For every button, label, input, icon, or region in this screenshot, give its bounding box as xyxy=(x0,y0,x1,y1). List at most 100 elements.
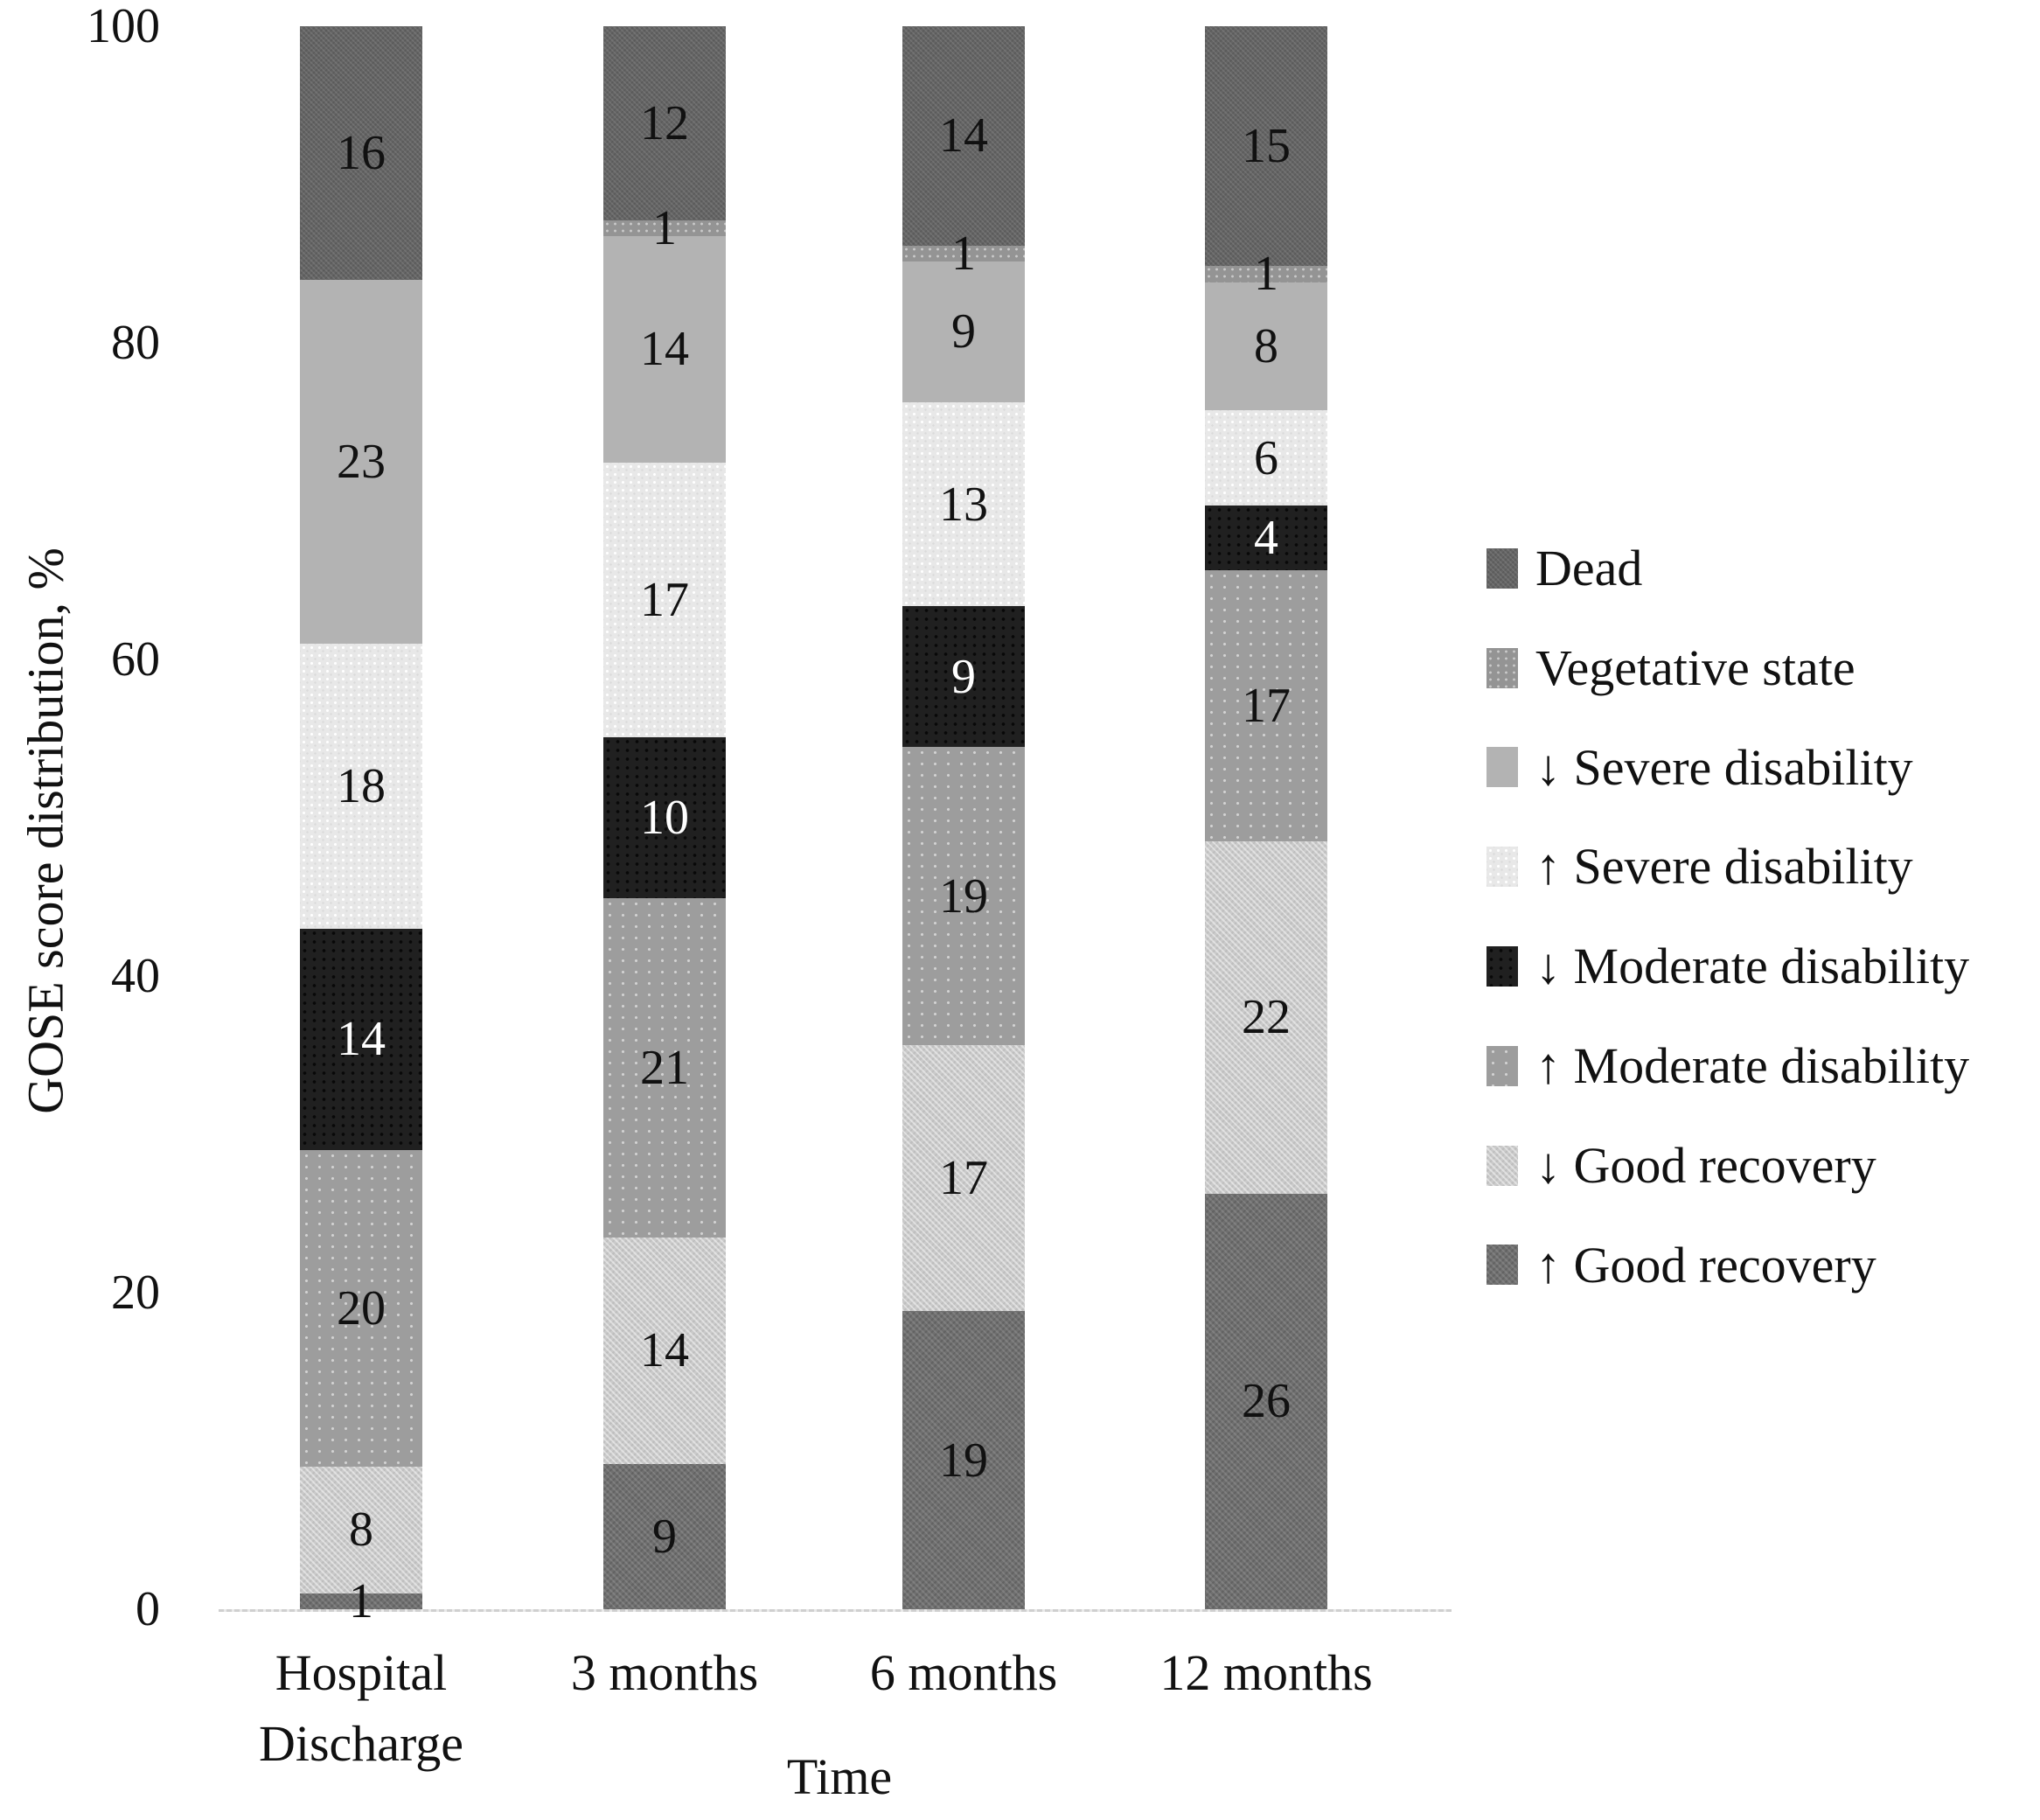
segment-value-label: 18 xyxy=(337,758,386,813)
bar-segment-down-moderate: 4 xyxy=(1205,506,1327,570)
y-tick-label: 20 xyxy=(111,1266,160,1320)
bar-segment-up-moderate: 20 xyxy=(300,1150,422,1468)
legend-label: ↓ Good recovery xyxy=(1535,1136,1876,1194)
legend: Dead Vegetative state ↓ Severe disability ↑… xyxy=(1486,540,1969,1336)
legend-item-up-severe: ↑ Severe disability xyxy=(1486,839,1969,895)
bar-segment-down-good: 17 xyxy=(902,1044,1025,1312)
bar-segment-up-severe: 13 xyxy=(902,402,1025,607)
segment-value-label: 8 xyxy=(1254,318,1278,373)
legend-item-up-good: ↑ Good recovery xyxy=(1486,1236,1969,1294)
segment-value-label: 19 xyxy=(939,1433,988,1488)
bar-segment-down-good: 22 xyxy=(1205,841,1327,1194)
segment-value-label: 1 xyxy=(1254,247,1278,302)
bar-segment-down-severe: 23 xyxy=(300,279,422,644)
segment-value-label: 10 xyxy=(640,790,689,845)
legend-label: Vegetative state xyxy=(1535,638,1855,696)
legend-label: Dead xyxy=(1535,540,1643,596)
bar-segment-vegetative: 1 xyxy=(603,204,726,253)
bar-segment-up-moderate: 21 xyxy=(603,898,726,1238)
legend-label: ↓ Moderate disability xyxy=(1535,938,1970,995)
bar-segment-dead: 15 xyxy=(1205,26,1327,267)
legend-swatch-down-good xyxy=(1486,1145,1518,1186)
segment-value-label: 17 xyxy=(939,1151,988,1206)
stacked-bar-2: 12 1 14 17 10 21 14 9 xyxy=(603,26,726,1609)
bar-segment-down-severe: 8 xyxy=(1205,282,1327,410)
bar-segment-vegetative: 1 xyxy=(902,229,1025,278)
legend-swatch-down-moderate xyxy=(1486,946,1518,987)
segment-value-label: 16 xyxy=(337,125,386,180)
segment-value-label: 6 xyxy=(1254,430,1278,485)
legend-label: ↓ Severe disability xyxy=(1535,738,1913,796)
bar-segment-up-good: 26 xyxy=(1205,1193,1327,1609)
segment-value-label: 8 xyxy=(349,1503,373,1558)
stacked-bar-1: 16 23 18 14 20 8 1 xyxy=(300,26,422,1626)
y-tick-label: 60 xyxy=(111,632,160,687)
segment-value-label: 14 xyxy=(640,1323,689,1378)
bar-segment-up-severe: 18 xyxy=(300,643,422,929)
legend-swatch-vegetative xyxy=(1486,647,1518,688)
legend-label: ↑ Severe disability xyxy=(1535,838,1913,896)
bar-segment-up-severe: 17 xyxy=(603,462,726,737)
segment-value-label: 9 xyxy=(652,1509,677,1564)
segment-value-label: 9 xyxy=(951,649,976,704)
bar-segment-down-good: 8 xyxy=(300,1467,422,1593)
bar-segment-up-moderate: 19 xyxy=(902,747,1025,1045)
segment-value-label: 17 xyxy=(640,572,689,627)
segment-value-label: 12 xyxy=(640,95,689,150)
segment-value-label: 19 xyxy=(939,868,988,924)
bar-segment-vegetative: 1 xyxy=(1205,249,1327,298)
legend-swatch-up-severe xyxy=(1486,847,1518,888)
bar-segment-down-good: 14 xyxy=(603,1238,726,1464)
bar-segment-up-severe: 6 xyxy=(1205,409,1327,506)
y-axis-title: GOSE score distribution, % xyxy=(17,547,74,1114)
segment-value-label: 13 xyxy=(939,477,988,532)
segment-value-label: 17 xyxy=(1242,678,1291,733)
y-tick-label: 0 xyxy=(136,1582,160,1636)
bar-segment-dead: 16 xyxy=(300,26,422,280)
y-tick-label: 80 xyxy=(111,316,160,370)
x-category-label: 6 months xyxy=(869,1644,1058,1701)
segment-value-label: 20 xyxy=(337,1281,386,1336)
bar-segment-down-severe: 14 xyxy=(603,236,726,463)
segment-value-label: 1 xyxy=(349,1573,373,1628)
legend-item-vegetative: Vegetative state xyxy=(1486,638,1969,696)
legend-swatch-dead xyxy=(1486,547,1518,589)
bar-segment-up-good: 9 xyxy=(603,1463,726,1609)
legend-label: ↑ Moderate disability xyxy=(1535,1036,1970,1094)
bar-segment-up-moderate: 17 xyxy=(1205,569,1327,842)
x-axis-title: Time xyxy=(786,1748,893,1805)
legend-item-down-moderate: ↓ Moderate disability xyxy=(1486,938,1969,994)
segment-value-label: 4 xyxy=(1254,511,1278,566)
bar-segment-dead: 14 xyxy=(902,26,1025,246)
legend-item-up-moderate: ↑ Moderate disability xyxy=(1486,1038,1969,1094)
segment-value-label: 1 xyxy=(652,200,677,255)
bar-segment-dead: 12 xyxy=(603,26,726,220)
y-tick-label: 40 xyxy=(111,949,160,1003)
stacked-bar-4: 15 1 8 6 4 17 22 26 xyxy=(1205,26,1327,1609)
bar-segment-up-good: 19 xyxy=(902,1311,1025,1609)
x-category-label: 3 months xyxy=(570,1644,759,1701)
bar-segment-up-good: 1 xyxy=(300,1577,422,1626)
stacked-bar-3: 14 1 9 13 9 19 17 19 xyxy=(902,26,1025,1609)
segment-value-label: 23 xyxy=(337,434,386,489)
segment-value-label: 15 xyxy=(1242,119,1291,174)
legend-swatch-down-severe xyxy=(1486,747,1518,788)
segment-value-label: 9 xyxy=(951,304,976,359)
x-axis-line xyxy=(219,1609,1452,1612)
x-category-label: 12 months xyxy=(1159,1644,1373,1701)
segment-value-label: 14 xyxy=(939,108,988,164)
legend-item-dead: Dead xyxy=(1486,540,1969,596)
legend-item-down-good: ↓ Good recovery xyxy=(1486,1136,1969,1194)
bar-segment-down-moderate: 9 xyxy=(902,606,1025,748)
y-tick-label: 100 xyxy=(87,0,160,53)
segment-value-label: 21 xyxy=(640,1041,689,1096)
segment-value-label: 1 xyxy=(951,226,976,281)
legend-swatch-up-good xyxy=(1486,1245,1518,1286)
legend-item-down-severe: ↓ Severe disability xyxy=(1486,738,1969,796)
legend-label: ↑ Good recovery xyxy=(1535,1236,1876,1294)
bar-segment-down-moderate: 14 xyxy=(300,928,422,1151)
x-category-label: Hospital Discharge xyxy=(258,1644,464,1773)
bar-segment-down-moderate: 10 xyxy=(603,736,726,899)
segment-value-label: 22 xyxy=(1242,990,1291,1045)
